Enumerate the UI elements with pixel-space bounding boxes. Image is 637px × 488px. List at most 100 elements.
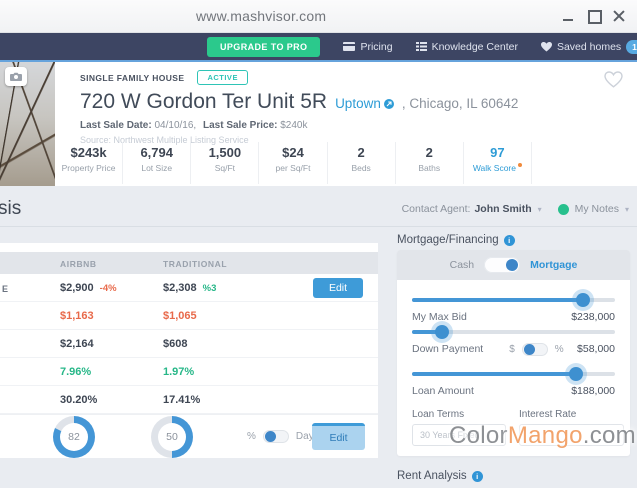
donut-value: 50 <box>158 423 186 451</box>
slider-label-row: Loan Amount $188,000 <box>412 383 615 399</box>
stat-value: $243k <box>70 145 107 160</box>
interest-rate-label: Interest Rate <box>519 409 577 420</box>
stat-property-price: $243k Property Price <box>55 142 124 184</box>
stat-label: Sq/Ft <box>214 163 235 173</box>
slider-value: $238,000 <box>571 311 615 323</box>
chevron-down-icon <box>536 203 542 215</box>
notes-status-dot-icon <box>557 203 569 215</box>
loan-terms-select[interactable]: 30 Years Fixed <box>412 424 506 446</box>
nav-label: Knowledge Center <box>431 40 518 53</box>
analysis-header-actions: Contact Agent: John Smith My Notes <box>402 203 629 215</box>
stat-value: 2 <box>425 145 433 160</box>
minimize-icon[interactable] <box>562 9 575 22</box>
favorite-heart-icon[interactable] <box>604 71 623 93</box>
mortgage-label[interactable]: Mortgage <box>530 259 578 271</box>
mortgage-financing-label: Mortgage/Financing <box>397 234 499 246</box>
interest-rate-input[interactable] <box>519 424 624 446</box>
slider <box>412 293 615 307</box>
slider-handle[interactable] <box>569 367 584 381</box>
window-controls <box>562 9 625 24</box>
slider-label: Loan Amount <box>412 385 474 397</box>
airbnb-value: 7.96% <box>60 366 92 378</box>
heart-icon <box>540 41 552 51</box>
occupancy-edit-button[interactable]: Edit <box>312 423 365 450</box>
stat-per-sq-ft: $24 per Sq/Ft <box>259 142 328 184</box>
column-header-airbnb: AIRBNB <box>60 259 97 269</box>
airbnb-value: 30.20% <box>60 394 98 406</box>
list-grid-icon <box>415 42 427 51</box>
cash-mortgage-toggle-bar: Cash Mortgage <box>397 250 630 280</box>
dollar-percent-toggle[interactable] <box>521 342 548 356</box>
row-label-partial: E <box>2 284 9 294</box>
airbnb-value: $2,900 -4% <box>60 282 117 294</box>
browser-titlebar: www.mashvisor.com <box>0 0 637 33</box>
agent-name: John Smith <box>474 203 532 215</box>
last-sale-price-label: Last Sale Price: <box>202 120 278 131</box>
stat-value: $24 <box>282 145 304 160</box>
slider-label: Down Payment <box>412 343 484 355</box>
status-badge: ACTIVE <box>197 70 248 85</box>
last-sale-row: Last Sale Date: 04/10/16, Last Sale Pric… <box>80 120 518 131</box>
occupancy-donut-50: 50 <box>151 416 193 458</box>
slider-label-row: Down Payment $% $58,000 <box>412 341 615 357</box>
table-row: $2,164 $608 <box>0 330 378 358</box>
last-sale-date-value: 04/10/16, <box>154 120 197 131</box>
table-row: 30.20% 17.41% <box>0 386 378 414</box>
city-state-zip: , Chicago, IL 60642 <box>401 96 519 111</box>
loan-selects-row: Loan Terms 30 Years Fixed Interest Rate <box>412 409 624 446</box>
contact-agent-label: Contact Agent: <box>401 203 471 215</box>
slider-handle[interactable] <box>435 325 450 339</box>
slider-value: $58,000 <box>577 343 615 355</box>
cash-label[interactable]: Cash <box>449 259 475 271</box>
percent-days-toggle[interactable] <box>262 430 289 443</box>
traditional-value: $608 <box>163 338 188 350</box>
nav-item-saved-homes[interactable]: Saved homes 12 <box>540 39 637 54</box>
toggle-knob[interactable] <box>506 259 519 271</box>
nav-item-knowledge-center[interactable]: Knowledge Center <box>415 40 518 53</box>
slider-label-row: My Max Bid $238,000 <box>412 309 615 325</box>
occupancy-donut-82: 82 <box>53 416 95 458</box>
gallery-button[interactable] <box>5 67 27 86</box>
credit-card-icon <box>343 42 356 51</box>
stat-label: Lot Size <box>141 163 173 173</box>
toggle-knob[interactable] <box>264 431 276 442</box>
upgrade-to-pro-button[interactable]: UPGRADE TO PRO <box>207 36 321 57</box>
neighborhood-link[interactable]: Uptown <box>335 96 394 111</box>
property-photo[interactable] <box>0 62 55 186</box>
stat-label: Property Price <box>61 163 116 173</box>
stat-label: Baths <box>418 163 441 173</box>
occupancy-donut-row: 82 50 % Days Edit <box>0 414 378 458</box>
nav-item-pricing[interactable]: Pricing <box>343 41 393 53</box>
info-icon[interactable] <box>503 234 515 246</box>
cash-mortgage-toggle[interactable] <box>484 257 521 273</box>
info-icon[interactable] <box>471 470 483 482</box>
stat-label: per Sq/Ft <box>275 163 311 173</box>
loan-terms-group: Loan Terms 30 Years Fixed <box>412 409 506 446</box>
slider-track[interactable] <box>412 330 615 334</box>
property-header-card: SINGLE FAMILY HOUSE ACTIVE 720 W Gordon … <box>0 60 637 186</box>
mortgage-sliders: My Max Bid $238,000 Down Payment $% $58,000 L… <box>397 280 630 446</box>
table-row: $1,163 $1,065 <box>0 302 378 330</box>
traditional-value: $1,065 <box>163 310 197 322</box>
dollar-percent-toggle-group: $% <box>509 342 564 356</box>
donut-value: 82 <box>60 423 88 451</box>
toggle-knob[interactable] <box>523 343 535 355</box>
contact-agent-dropdown[interactable]: Contact Agent: John Smith <box>402 203 542 215</box>
airbnb-value: $2,164 <box>60 338 94 350</box>
table-row: 7.96% 1.97% <box>0 358 378 386</box>
close-icon[interactable] <box>612 9 625 22</box>
nav-label: Saved homes <box>556 40 622 53</box>
maximize-icon[interactable] <box>587 9 602 24</box>
slider <box>412 367 615 381</box>
stat-value: 1,500 <box>208 145 242 160</box>
column-header-traditional: TRADITIONAL <box>163 259 228 269</box>
row-edit-button[interactable]: Edit <box>313 278 363 298</box>
my-notes-dropdown[interactable]: My Notes <box>557 203 629 215</box>
camera-icon <box>10 72 22 81</box>
slider-handle[interactable] <box>575 293 590 307</box>
stat-lot-size: 6,794 Lot Size <box>123 142 192 184</box>
slider-fill <box>412 372 577 376</box>
listing-source: Source: Northwest Multiple Listing Servi… <box>80 135 249 145</box>
property-info: SINGLE FAMILY HOUSE ACTIVE 720 W Gordon … <box>80 70 518 145</box>
